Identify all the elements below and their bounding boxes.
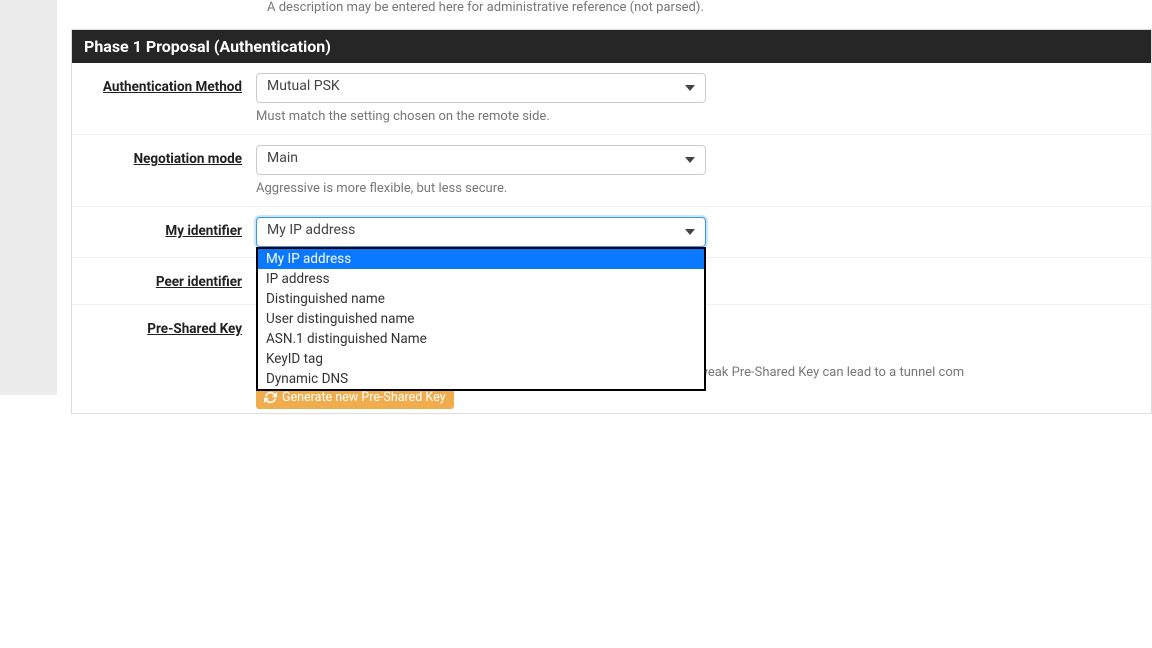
left-gutter	[0, 0, 57, 395]
dropdown-option[interactable]: Dynamic DNS	[258, 369, 704, 389]
select-negotiation-mode[interactable]: Main	[256, 145, 706, 175]
row-negotiation-mode: Negotiation mode Main Aggressive is more…	[72, 135, 1151, 207]
help-negotiation-mode: Aggressive is more flexible, but less se…	[256, 181, 1139, 196]
content-my-identifier: My IP address My IP addressIP addressDis…	[256, 217, 1139, 247]
label-negotiation-mode[interactable]: Negotiation mode	[72, 145, 256, 202]
select-negotiation-mode-value: Main	[267, 150, 298, 166]
select-my-identifier-value: My IP address	[267, 222, 355, 238]
chevron-down-icon	[685, 229, 695, 235]
refresh-icon	[264, 391, 277, 404]
phase1-panel: Phase 1 Proposal (Authentication) Authen…	[71, 29, 1152, 414]
panel-header: Phase 1 Proposal (Authentication)	[72, 30, 1151, 63]
select-auth-method[interactable]: Mutual PSK	[256, 73, 706, 103]
dropdown-option[interactable]: IP address	[258, 269, 704, 289]
row-my-identifier: My identifier My IP address My IP addres…	[72, 207, 1151, 258]
chevron-down-icon	[685, 157, 695, 163]
dropdown-option[interactable]: My IP address	[258, 249, 704, 269]
dropdown-option[interactable]: User distinguished name	[258, 309, 704, 329]
row-auth-method: Authentication Method Mutual PSK Must ma…	[72, 63, 1151, 135]
dropdown-my-identifier[interactable]: My IP addressIP addressDistinguished nam…	[256, 247, 706, 391]
select-auth-method-value: Mutual PSK	[267, 78, 340, 94]
dropdown-option[interactable]: KeyID tag	[258, 349, 704, 369]
dropdown-option[interactable]: Distinguished name	[258, 289, 704, 309]
content-auth-method: Mutual PSK Must match the setting chosen…	[256, 73, 1139, 130]
label-my-identifier[interactable]: My identifier	[72, 217, 256, 247]
main-content: A description may be entered here for ad…	[71, 0, 1152, 414]
dropdown-option[interactable]: ASN.1 distinguished Name	[258, 329, 704, 349]
description-help: A description may be entered here for ad…	[71, 0, 1152, 23]
label-psk[interactable]: Pre-Shared Key	[72, 315, 256, 409]
label-auth-method[interactable]: Authentication Method	[72, 73, 256, 130]
help-auth-method: Must match the setting chosen on the rem…	[256, 109, 1139, 124]
generate-psk-label: Generate new Pre-Shared Key	[282, 390, 446, 405]
chevron-down-icon	[685, 85, 695, 91]
label-peer-identifier[interactable]: Peer identifier	[72, 268, 256, 290]
select-my-identifier[interactable]: My IP address	[256, 217, 706, 247]
content-negotiation-mode: Main Aggressive is more flexible, but le…	[256, 145, 1139, 202]
